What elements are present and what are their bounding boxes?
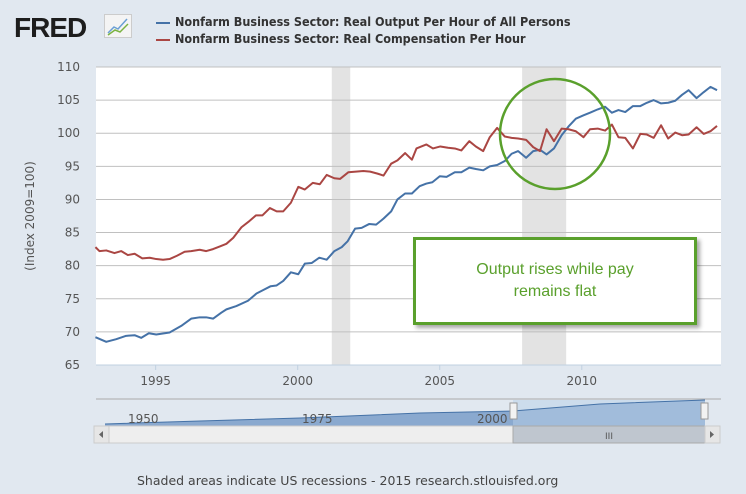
x-tick-label: 2000 [282, 374, 313, 388]
y-tick-label: 90 [65, 192, 80, 206]
scrollbar[interactable]: III [93, 425, 721, 444]
legend-item-output[interactable]: Nonfarm Business Sector: Real Output Per… [156, 14, 571, 29]
y-tick-label: 85 [65, 226, 80, 240]
scroll-grip: III [605, 432, 613, 442]
arrow-right-icon [710, 431, 714, 438]
logo-text: FRED [14, 12, 87, 43]
chart-logo-icon [104, 14, 132, 38]
x-tick-label: 2005 [424, 374, 455, 388]
navigator-label: 2000 [477, 412, 508, 426]
legend-label: Nonfarm Business Sector: Real Compensati… [175, 31, 526, 46]
navigator-label: 1975 [302, 412, 333, 426]
navigator[interactable]: 1950 1975 2000 [96, 398, 721, 426]
x-tick-label: 2010 [567, 374, 598, 388]
navigator-handle-right[interactable] [700, 402, 709, 420]
highlight-circle [498, 77, 612, 191]
recession-band [331, 67, 351, 365]
navigator-selection[interactable] [513, 400, 705, 426]
legend-label: Nonfarm Business Sector: Real Output Per… [175, 14, 571, 29]
annotation-box: Output rises while pay remains flat [413, 237, 697, 325]
y-tick-label: 100 [57, 126, 80, 140]
y-tick-label: 70 [65, 325, 80, 339]
navigator-label: 1950 [128, 412, 159, 426]
y-tick-label: 95 [65, 159, 80, 173]
y-tick-label: 80 [65, 259, 80, 273]
annotation-text: Output rises while pay remains flat [476, 261, 634, 300]
navigator-handle-left[interactable] [509, 402, 518, 420]
legend-swatch-blue [156, 21, 170, 24]
y-tick-label: 105 [57, 93, 80, 107]
footer-note: Shaded areas indicate US recessions - 20… [137, 473, 559, 488]
y-tick-label: 65 [65, 358, 80, 372]
legend-swatch-red [156, 38, 170, 41]
series-line-compensation [94, 123, 718, 261]
legend-item-compensation[interactable]: Nonfarm Business Sector: Real Compensati… [156, 31, 526, 46]
y-tick-label: 110 [57, 60, 80, 74]
arrow-left-icon [99, 431, 103, 438]
fred-logo[interactable]: FRED [14, 12, 87, 44]
series-line-output [95, 85, 718, 343]
y-axis-label: (Index 2009=100) [23, 161, 37, 271]
y-tick-label: 75 [65, 292, 80, 306]
x-tick-label: 1995 [140, 374, 171, 388]
